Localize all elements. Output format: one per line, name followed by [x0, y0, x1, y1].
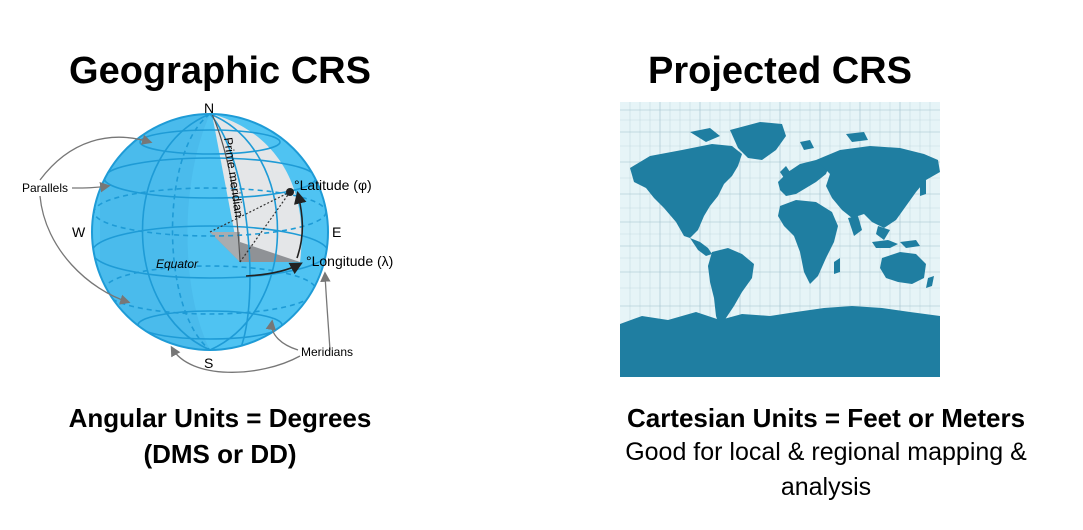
meridians-label: Meridians [301, 345, 353, 359]
antarctica [620, 306, 940, 377]
longitude-label: °Longitude (λ) [306, 253, 393, 269]
projected-units-caption: Cartesian Units = Feet or Meters [626, 403, 1026, 433]
south-america [708, 248, 754, 328]
geographic-crs-title: Geographic CRS [69, 50, 371, 92]
map-landmasses [620, 122, 940, 377]
east-label: E [332, 224, 341, 240]
projected-crs-title: Projected CRS [648, 50, 912, 92]
parallels-label: Parallels [22, 181, 68, 195]
world-map-mercator [620, 102, 940, 377]
asia [816, 146, 940, 228]
location-point [286, 188, 294, 196]
greenland [730, 122, 786, 160]
geographic-units-caption: Angular Units = Degrees [68, 403, 372, 433]
north-label: N [204, 100, 214, 116]
cutaway-wedge [212, 114, 302, 262]
south-label: S [204, 355, 213, 371]
projected-usage-caption-cont: analysis [780, 473, 872, 501]
europe [778, 160, 830, 196]
west-label: W [72, 224, 86, 240]
geographic-format-caption: (DMS or DD) [143, 439, 297, 469]
projected-usage-caption: Good for local & regional mapping & [625, 438, 1027, 466]
latitude-label: °Latitude (φ) [294, 177, 372, 193]
australia [880, 252, 926, 284]
equator-label: Equator [156, 257, 199, 271]
north-america [630, 144, 742, 238]
africa [778, 200, 838, 284]
globe-diagram: N S E W Parallels Meridians Equator Prim… [22, 100, 393, 373]
